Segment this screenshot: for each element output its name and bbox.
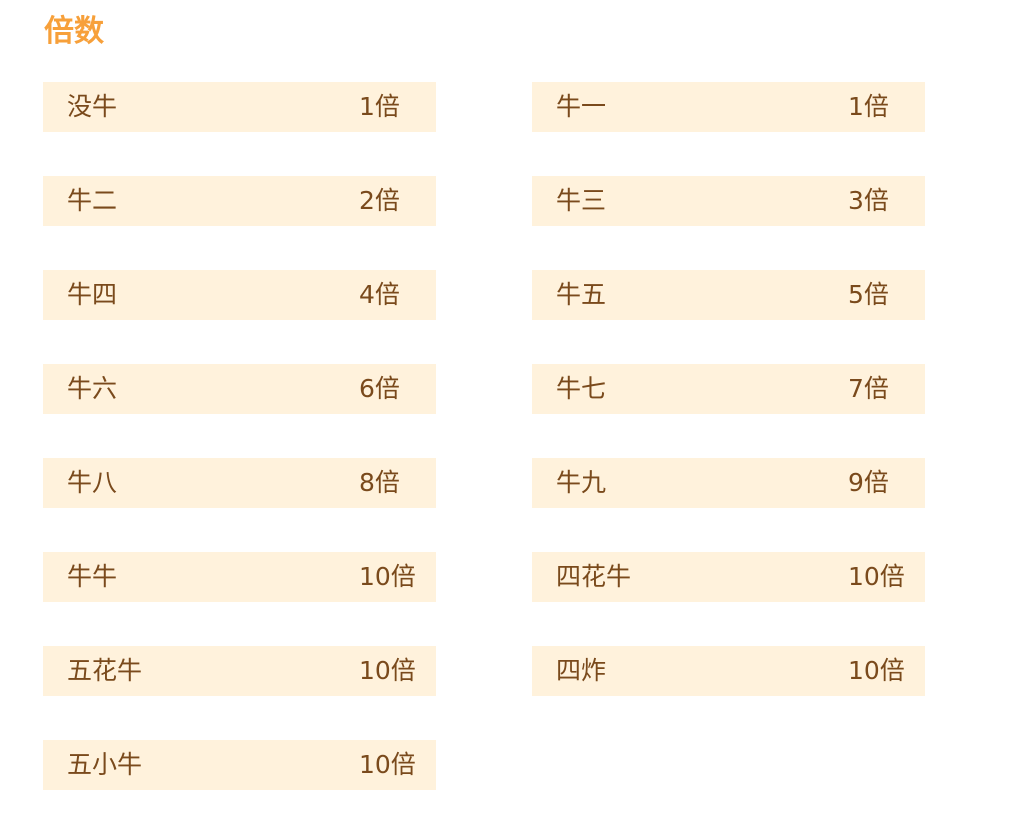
multiplier-value: 1倍 bbox=[848, 92, 889, 121]
hand-name: 牛九 bbox=[556, 468, 607, 497]
multiplier-row: 牛七 7倍 bbox=[532, 364, 925, 414]
hand-name: 牛一 bbox=[556, 92, 607, 121]
multiplier-value: 10倍 bbox=[359, 750, 416, 779]
hand-name: 牛三 bbox=[556, 186, 607, 215]
multiplier-value: 3倍 bbox=[848, 186, 889, 215]
hand-name: 五花牛 bbox=[67, 656, 143, 685]
hand-name: 牛牛 bbox=[67, 562, 118, 591]
hand-name: 牛六 bbox=[67, 374, 118, 403]
multiplier-row: 牛九 9倍 bbox=[532, 458, 925, 508]
multiplier-row: 五花牛 10倍 bbox=[43, 646, 436, 696]
multiplier-row: 牛一 1倍 bbox=[532, 82, 925, 132]
multiplier-value: 10倍 bbox=[848, 656, 905, 685]
hand-name: 五小牛 bbox=[67, 750, 143, 779]
multiplier-value: 5倍 bbox=[848, 280, 889, 309]
multiplier-row: 牛四 4倍 bbox=[43, 270, 436, 320]
page-title: 倍数 bbox=[44, 14, 104, 49]
multiplier-row: 五小牛 10倍 bbox=[43, 740, 436, 790]
multiplier-value: 1倍 bbox=[359, 92, 400, 121]
hand-name: 牛四 bbox=[67, 280, 118, 309]
hand-name: 牛五 bbox=[556, 280, 607, 309]
multiplier-row: 牛六 6倍 bbox=[43, 364, 436, 414]
multiplier-value: 8倍 bbox=[359, 468, 400, 497]
multiplier-value: 10倍 bbox=[359, 656, 416, 685]
hand-name: 四炸 bbox=[556, 656, 607, 685]
multiplier-value: 10倍 bbox=[359, 562, 416, 591]
multiplier-value: 6倍 bbox=[359, 374, 400, 403]
multiplier-row: 牛八 8倍 bbox=[43, 458, 436, 508]
multiplier-value: 9倍 bbox=[848, 468, 889, 497]
multiplier-row: 没牛 1倍 bbox=[43, 82, 436, 132]
multiplier-row: 牛五 5倍 bbox=[532, 270, 925, 320]
multiplier-value: 2倍 bbox=[359, 186, 400, 215]
multiplier-row: 四花牛 10倍 bbox=[532, 552, 925, 602]
multiplier-row: 牛三 3倍 bbox=[532, 176, 925, 226]
hand-name: 牛七 bbox=[556, 374, 607, 403]
multiplier-row: 牛牛 10倍 bbox=[43, 552, 436, 602]
multiplier-value: 7倍 bbox=[848, 374, 889, 403]
hand-name: 四花牛 bbox=[556, 562, 632, 591]
hand-name: 牛八 bbox=[67, 468, 118, 497]
multiplier-row: 四炸 10倍 bbox=[532, 646, 925, 696]
multiplier-table: 没牛 1倍 牛一 1倍 牛二 2倍 牛三 3倍 牛四 4倍 牛五 5倍 牛六 6倍 牛七 7倍 牛八 8倍 牛九 9倍… bbox=[43, 82, 925, 790]
multiplier-value: 10倍 bbox=[848, 562, 905, 591]
hand-name: 没牛 bbox=[67, 92, 118, 121]
multiplier-row: 牛二 2倍 bbox=[43, 176, 436, 226]
multiplier-value: 4倍 bbox=[359, 280, 400, 309]
hand-name: 牛二 bbox=[67, 186, 118, 215]
